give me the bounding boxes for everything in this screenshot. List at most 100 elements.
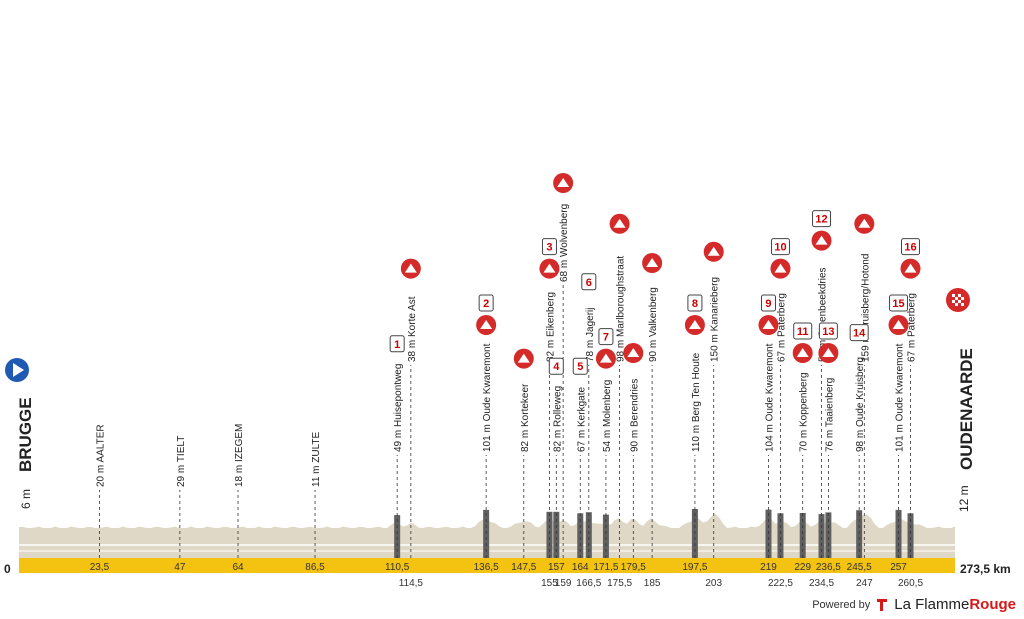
waypoint-label: 159 m Kruisberg/Hotond — [860, 254, 871, 362]
km-tick-label: 164 — [572, 562, 589, 573]
mountain-icon — [762, 320, 775, 329]
km-tick-label: 147,5 — [511, 562, 536, 573]
km-tick-label: 47 — [174, 562, 186, 573]
waypoint-label: 70 m Koppenberg — [799, 372, 810, 452]
sector-number: 10 — [774, 242, 786, 254]
finish-town-name: OUDENAARDE — [957, 348, 976, 470]
mountain-icon — [815, 235, 828, 245]
km-tick-label: 260,5 — [898, 578, 923, 589]
km-tick-label: 23,5 — [90, 562, 110, 573]
waypoint-label: 18 m IZEGEM — [234, 424, 245, 487]
waypoint-label: 150 m Kanarieberg — [710, 277, 721, 362]
cobble-sector-block — [799, 513, 806, 558]
waypoint-label: 90 m Valkenberg — [648, 287, 659, 362]
km-tick-label: 222,5 — [768, 578, 793, 589]
km-tick-label: 245,5 — [847, 562, 872, 573]
km-tick-label: 155 — [541, 578, 558, 589]
mountain-icon — [517, 353, 530, 363]
cobble-sector-block — [907, 513, 914, 558]
waypoint-label: 82 m Eikenberg — [545, 292, 556, 362]
mountain-icon — [599, 353, 612, 363]
sector-number-badge — [901, 238, 921, 256]
checkered-flag-icon — [952, 294, 964, 306]
sector-number: 1 — [394, 339, 400, 351]
sector-number: 4 — [553, 361, 560, 373]
distance-track — [19, 558, 955, 573]
footer: Powered by La FlammeRouge — [812, 596, 1016, 613]
sector-number: 15 — [892, 298, 904, 310]
mountain-icon — [557, 178, 570, 187]
sector-number-badge — [389, 335, 405, 353]
waypoint-lines-layer — [99, 285, 911, 558]
mountain-icon — [627, 348, 640, 357]
km-ticks-layer: 23,5 47 64 86,5 110,5 114,5 136,5 147,5 155 157 15… — [90, 562, 924, 589]
sector-number-badge — [760, 294, 776, 312]
powered-by-text: Powered by — [812, 598, 871, 611]
mountain-icon — [822, 348, 835, 357]
cobble-sector-block — [585, 512, 592, 558]
sector-number: 16 — [904, 242, 916, 254]
sector-number: 12 — [815, 214, 827, 226]
mountain-icon — [404, 263, 417, 273]
sector-number: 3 — [546, 242, 552, 254]
waypoint-label: 59 m Steenbeekdries — [818, 267, 829, 362]
waypoint-label: 82 m Kortekeer — [520, 383, 531, 452]
km-tick-label: 219 — [760, 562, 777, 573]
waypoint-label: 67 m Kerkgate — [576, 387, 587, 452]
flamme-rouge-logo-icon — [877, 598, 888, 611]
waypoint-label: 49 m Huisepontweg — [393, 364, 404, 452]
waypoint-label: 101 m Oude Kwaremont — [895, 343, 906, 452]
sector-number: 8 — [692, 298, 698, 310]
waypoint-label: 54 m Molenberg — [602, 380, 613, 452]
waypoint-label: 68 m Wolvenberg — [559, 204, 570, 282]
km-tick-label: 110,5 — [385, 562, 410, 573]
brand-name: La FlammeRouge — [894, 596, 1016, 613]
sector-number: 13 — [822, 326, 834, 338]
cobble-sector-block — [577, 513, 584, 558]
km-tick-label: 257 — [890, 562, 907, 573]
sector-number-badge — [770, 238, 790, 256]
sector-number-badge — [548, 357, 564, 375]
sector-number: 9 — [765, 298, 771, 310]
cobble-sector-block — [818, 514, 825, 558]
km-tick-label: 185 — [644, 578, 661, 589]
km-tick-label: 136,5 — [474, 562, 499, 573]
cobble-sector-block — [394, 515, 401, 558]
mountain-icon — [646, 258, 659, 267]
km-tick-label: 247 — [856, 578, 873, 589]
cobble-sector-block — [553, 511, 560, 558]
km-tick-label: 64 — [232, 562, 244, 573]
start-altitude: 6 m — [19, 489, 33, 509]
sector-number: 5 — [577, 361, 583, 373]
waypoint-label: 29 m TIELT — [176, 436, 187, 487]
sector-number-badge — [581, 273, 597, 291]
waypoint-label: 104 m Oude Kwaremont — [764, 343, 775, 452]
cobble-sector-block — [546, 511, 553, 558]
mountain-icon — [688, 320, 701, 329]
waypoint-label: 98 m Oude Kruisberg — [855, 357, 866, 452]
play-arrow-icon — [13, 363, 24, 377]
sector-number: 6 — [586, 277, 592, 289]
km-tick-label: 229 — [794, 562, 811, 573]
waypoint-label: 67 m Paterberg — [907, 293, 918, 362]
cobble-sector-block — [777, 513, 784, 558]
km-tick-label: 236,5 — [816, 562, 841, 573]
waypoint-label: 67 m Paterberg — [776, 293, 787, 362]
sector-number-badge — [572, 357, 588, 375]
sector-number-badge — [478, 294, 494, 312]
waypoint-label: 20 m AALTER — [95, 424, 106, 487]
waypoint-label: 98 m Marlboroughstraat — [616, 256, 627, 362]
mountain-icon — [904, 263, 917, 273]
km-tick-label: 159 — [555, 578, 572, 589]
mountain-icon — [707, 246, 720, 256]
mountain-icon — [796, 348, 809, 357]
km-tick-label: 86,5 — [305, 562, 325, 573]
finish-altitude: 12 m — [957, 485, 971, 512]
mountain-icon — [543, 263, 556, 273]
sector-number: 14 — [853, 328, 866, 340]
waypoint-label: 90 m Berendries — [629, 379, 640, 452]
cobble-sector-block — [602, 514, 609, 558]
sector-number-badge — [541, 238, 557, 256]
